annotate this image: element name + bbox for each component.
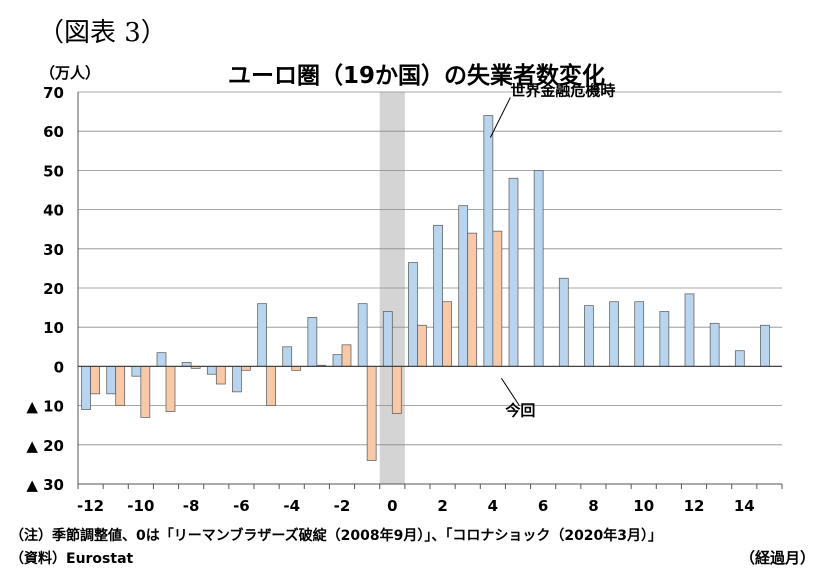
bar-series-1 — [709, 322, 720, 367]
annotation-pointer — [500, 377, 520, 406]
x-tick-label: -10 — [127, 497, 154, 515]
y-tick-label: 70 — [43, 84, 64, 102]
bar-series-1 — [458, 205, 469, 367]
bar-series-1 — [483, 115, 494, 367]
bar-series-1 — [433, 224, 443, 367]
y-tick-label: 40 — [43, 202, 64, 220]
bar-series-1 — [131, 366, 142, 377]
bar-series-2 — [165, 366, 176, 412]
y-tick-label: 30 — [43, 241, 64, 259]
bar-series-1 — [609, 301, 619, 367]
bar-series-1 — [106, 366, 117, 395]
x-tick-label: -8 — [183, 497, 200, 515]
bar-series-2 — [467, 232, 478, 367]
y-tick-label: ▲ 30 — [26, 476, 64, 494]
x-tick-label: 2 — [437, 497, 447, 515]
y-tick-label: 50 — [43, 162, 64, 180]
bar-series-1 — [760, 324, 770, 367]
annotation-label: 世界金融危機時 — [510, 82, 615, 100]
x-tick-label: -2 — [334, 497, 351, 515]
x-tick-label: 6 — [538, 497, 548, 515]
bar-series-1 — [332, 354, 343, 367]
x-tick-label: 0 — [387, 497, 397, 515]
bar-series-1 — [684, 293, 695, 367]
bar-series-2 — [417, 324, 427, 367]
bar-series-1 — [81, 366, 91, 410]
bar-series-1 — [357, 303, 368, 367]
bar-series-1 — [533, 170, 544, 367]
x-tick-label: -12 — [77, 497, 104, 515]
chart-title: ユーロ圏（19か国）の失業者数変化 — [227, 63, 605, 89]
x-tick-label: 14 — [734, 497, 755, 515]
figure-label: （図表 3） — [38, 18, 167, 48]
bar-series-2 — [391, 366, 402, 414]
bar-series-2 — [442, 301, 452, 367]
bar-series-2 — [140, 366, 151, 418]
bar-series-1 — [206, 366, 217, 375]
x-tick-label: -4 — [283, 497, 300, 515]
y-tick-label: 60 — [43, 123, 64, 141]
bar-series-2 — [90, 366, 100, 395]
bar-series-1 — [734, 350, 745, 367]
annotation-label: 今回 — [504, 402, 535, 420]
y-tick-label: ▲ 20 — [26, 437, 64, 455]
bar-series-1 — [156, 352, 167, 367]
bar-series-1 — [232, 366, 242, 393]
source-note: （資料）Eurostat — [10, 551, 134, 567]
bar-series-1 — [257, 303, 267, 367]
bar-series-1 — [307, 317, 318, 367]
bar-series-1 — [282, 346, 293, 367]
bar-series-1 — [659, 311, 670, 367]
x-tick-label: 4 — [488, 497, 498, 515]
y-tick-label: 10 — [43, 319, 64, 337]
y-tick-label: 20 — [43, 280, 64, 298]
annotation-pointer — [489, 97, 511, 138]
x-tick-label: 10 — [633, 497, 654, 515]
bar-series-2 — [115, 366, 126, 406]
bar-series-1 — [634, 301, 645, 367]
footnote: （注）季節調整値、0は「リーマンブラザーズ破綻（2008年9月）」、「コロナショ… — [10, 528, 663, 544]
bar-series-1 — [382, 311, 393, 367]
gridlines-layer — [78, 91, 782, 485]
bar-series-1 — [508, 177, 519, 367]
x-tick-label: -6 — [233, 497, 250, 515]
x-unit-label: （経過月） — [739, 549, 815, 567]
y-tick-label: ▲ 10 — [26, 398, 64, 416]
bar-series-2 — [266, 366, 276, 406]
y-unit-label: （万人） — [40, 64, 101, 82]
bar-series-2 — [215, 366, 226, 385]
bar-series-1 — [408, 262, 418, 367]
bar-series-2 — [341, 344, 352, 367]
bar-series-1 — [584, 305, 594, 367]
bar-series-1 — [558, 277, 569, 367]
y-tick-label: 0 — [54, 358, 64, 376]
x-tick-label: 8 — [588, 497, 598, 515]
x-tick-label: 12 — [684, 497, 705, 515]
bar-series-2 — [492, 230, 503, 367]
bar-series-2 — [366, 366, 377, 461]
